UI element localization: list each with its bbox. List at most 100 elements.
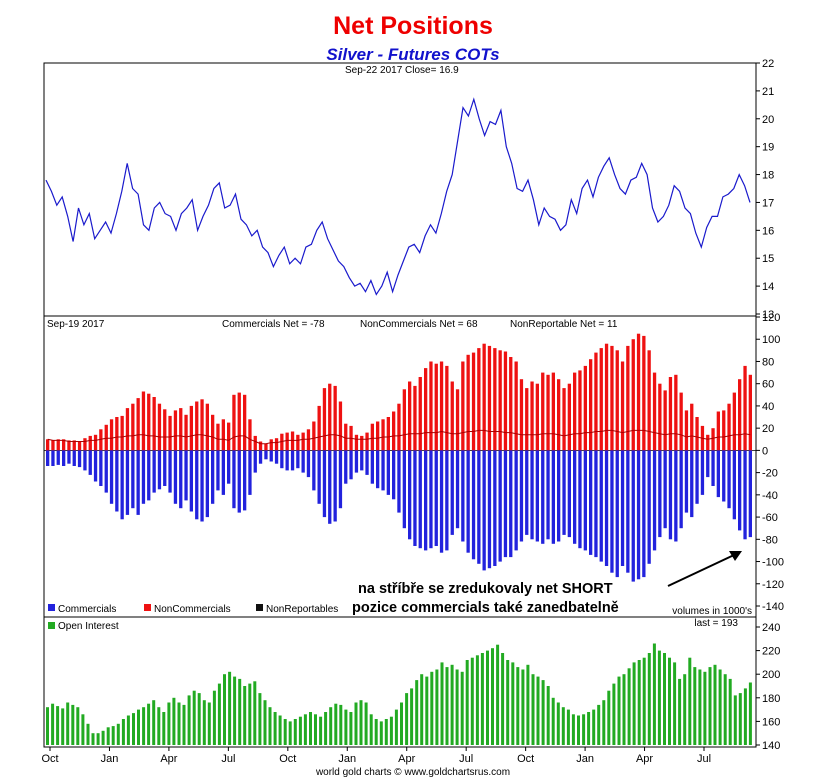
open-interest-bar [460,671,464,745]
net-y-tick-label: -40 [762,490,778,502]
open-interest-bar [526,664,530,745]
net-y-tick-label: 100 [762,334,780,346]
noncommercials-bar [290,431,295,451]
legend-swatch-commercials [48,604,55,611]
noncommercials-bar [306,429,311,451]
net-legend: Commercials NonCommercials NonReportable… [48,604,338,615]
commercials-bar [615,450,619,578]
open-interest-bar [445,667,449,745]
net-y-tick-label: 20 [762,423,774,435]
noncommercials-bar [56,439,60,451]
noncommercials-bar [562,388,566,451]
noncommercials-bar [557,379,561,451]
commercials-bar [83,450,87,471]
price-y-tick-label: 17 [762,197,774,209]
commercials-bar [338,450,343,509]
commercials-bar [290,450,295,471]
noncommercials-bar [125,408,130,451]
noncommercials-bar [200,399,204,451]
commercials-bar [466,450,470,553]
open-interest-bar [46,707,49,745]
open-interest-bar [435,669,439,745]
noncommercials-bar [163,409,167,451]
noncommercials-bar [392,411,396,451]
commercials-bar [296,450,300,469]
net-y-axis: -140 -120 -100 -80 -60 -40 -20 0 20 40 60 80 100 120 [756,312,784,613]
legend-label-nonreportables: NonReportables [266,604,338,615]
noncommercials-bar [221,419,225,451]
commercials-bar [77,450,82,468]
net-y-tick-label: -20 [762,468,778,480]
price-y-tick-label: 22 [762,58,774,70]
noncommercials-bar [583,365,587,451]
open-interest-bar [678,678,682,745]
commercials-bar [354,450,359,473]
noncommercials-bar [280,433,284,451]
commercials-bar [514,450,518,551]
commercials-bar [626,450,630,573]
commercials-bar [93,450,98,482]
open-interest-bar [617,676,621,745]
open-interest-bar [693,667,697,745]
commercials-bar [125,450,130,515]
open-interest-bar [81,714,85,745]
commercials-bar [72,450,76,466]
open-interest-y-tick-label: 140 [762,740,780,752]
commercials-bar [541,450,545,544]
price-y-axis: 13 14 15 16 17 18 19 20 21 22 [756,58,774,321]
noncommercials-bar [147,393,151,451]
open-interest-bar [314,714,317,745]
commercials-bar [333,450,337,522]
open-interest-bar [359,700,363,745]
commercials-bar [424,450,428,551]
commercials-bar [408,450,412,540]
net-y-tick-label: -120 [762,579,784,591]
noncommercials-bar [509,357,513,451]
open-interest-bar [243,686,247,745]
open-interest-bar [273,712,277,745]
noncommercials-bar [535,383,539,451]
noncommercials-bar [722,410,726,451]
commercials-bar [173,450,178,504]
open-interest-bar [192,690,196,745]
commercials-bar [360,450,364,471]
commercials-bar [349,450,353,480]
commercials-bar [604,450,609,566]
noncommercials-bar [711,428,715,451]
commercials-bar [163,450,167,486]
noncommercials-bar [738,379,742,451]
open-interest-bar [207,702,211,745]
commercials-bar [668,450,673,540]
commercials-bar [402,450,406,529]
net-y-tick-label: 60 [762,379,774,391]
open-interest-bar [329,707,333,745]
noncommercials-bar [67,440,71,451]
noncommercials-bar [684,410,689,451]
net-bars-group [46,333,752,582]
commercials-bar [386,450,390,495]
commercials-bar [477,450,481,564]
commercials-bar [120,450,124,520]
commercials-net-label: Commercials Net = -78 [222,319,325,330]
commercials-bar [450,450,454,535]
open-interest-bar [147,703,151,745]
commercials-bar [243,450,247,511]
noncommercials-bar [732,392,736,451]
noncommercials-bar [498,350,502,451]
open-interest-bar [379,721,383,745]
open-interest-last-note: last = 193 [694,618,738,629]
legend-label-commercials: Commercials [58,604,116,615]
open-interest-bar [258,693,262,745]
price-y-tick-label: 21 [762,86,774,98]
open-interest-bar [137,709,140,745]
open-interest-y-tick-label: 200 [762,669,780,681]
open-interest-bar [334,703,338,745]
noncommercials-bar [189,405,193,451]
net-y-tick-label: -100 [762,557,784,569]
price-y-tick-label: 15 [762,253,774,265]
commercials-bar [620,450,625,566]
noncommercials-bar [397,403,401,451]
noncommercials-bar [93,434,98,451]
commercials-bar [62,450,66,466]
noncommercials-bar [636,333,641,451]
